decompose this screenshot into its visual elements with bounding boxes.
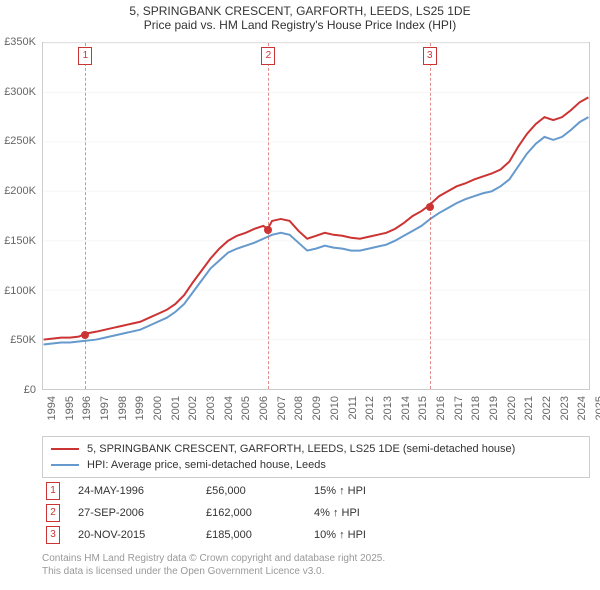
title-line2: Price paid vs. HM Land Registry's House … <box>0 18 600 32</box>
y-tick-label: £100K <box>4 285 36 297</box>
legend-label: HPI: Average price, semi-detached house,… <box>87 459 326 471</box>
series-line-hpi_leeds <box>44 117 589 344</box>
legend-swatch <box>51 448 79 450</box>
y-tick-label: £150K <box>4 235 36 247</box>
title-block: 5, SPRINGBANK CRESCENT, GARFORTH, LEEDS,… <box>0 0 600 34</box>
x-tick-label: 2021 <box>523 396 535 420</box>
chart-svg <box>43 43 589 389</box>
event-marker-label: 1 <box>78 47 92 65</box>
x-tick-label: 2008 <box>293 396 305 420</box>
transaction-row: 3 20-NOV-2015 £185,000 10% ↑ HPI <box>42 524 590 546</box>
x-tick-label: 1996 <box>81 396 93 420</box>
x-tick-label: 2012 <box>364 396 376 420</box>
x-tick-label: 2022 <box>541 396 553 420</box>
x-tick-label: 2005 <box>240 396 252 420</box>
legend-item: 5, SPRINGBANK CRESCENT, GARFORTH, LEEDS,… <box>51 441 581 457</box>
y-tick-label: £250K <box>4 135 36 147</box>
x-tick-label: 2025 <box>594 396 600 420</box>
x-tick-label: 2020 <box>506 396 518 420</box>
footer-line1: Contains HM Land Registry data © Crown c… <box>42 552 590 565</box>
y-tick-label: £300K <box>4 86 36 98</box>
legend-item: HPI: Average price, semi-detached house,… <box>51 457 581 473</box>
y-tick-label: £350K <box>4 36 36 48</box>
x-tick-label: 2000 <box>152 396 164 420</box>
footer-line2: This data is licensed under the Open Gov… <box>42 565 590 578</box>
transaction-date: 27-SEP-2006 <box>78 507 188 519</box>
x-tick-label: 2014 <box>400 396 412 420</box>
x-tick-label: 2024 <box>576 396 588 420</box>
transaction-price: £56,000 <box>206 485 296 497</box>
x-tick-label: 2015 <box>417 396 429 420</box>
y-tick-label: £200K <box>4 185 36 197</box>
y-tick-label: £0 <box>24 384 36 396</box>
transaction-relative: 4% ↑ HPI <box>314 507 590 519</box>
transaction-relative: 10% ↑ HPI <box>314 529 590 541</box>
x-tick-label: 2017 <box>453 396 465 420</box>
transaction-relative: 15% ↑ HPI <box>314 485 590 497</box>
y-tick-label: £50K <box>10 334 36 346</box>
plot-area: 1 2 3 <box>42 42 590 390</box>
transaction-price: £185,000 <box>206 529 296 541</box>
x-tick-label: 2007 <box>276 396 288 420</box>
title-line1: 5, SPRINGBANK CRESCENT, GARFORTH, LEEDS,… <box>0 4 600 18</box>
legend-box: 5, SPRINGBANK CRESCENT, GARFORTH, LEEDS,… <box>42 436 590 478</box>
legend-label: 5, SPRINGBANK CRESCENT, GARFORTH, LEEDS,… <box>87 443 515 455</box>
transaction-marker: 1 <box>46 482 60 500</box>
x-tick-label: 1997 <box>99 396 111 420</box>
sale-point-marker <box>426 203 434 211</box>
x-tick-label: 1998 <box>117 396 129 420</box>
sale-point-marker <box>264 226 272 234</box>
event-marker-label: 2 <box>261 47 275 65</box>
x-axis: 1994 1995 1996 1997 1998 1999 2000 2001 2002 2003… <box>42 392 590 432</box>
transaction-row: 2 27-SEP-2006 £162,000 4% ↑ HPI <box>42 502 590 524</box>
x-tick-label: 2023 <box>559 396 571 420</box>
transaction-date: 24-MAY-1996 <box>78 485 188 497</box>
x-tick-label: 2016 <box>435 396 447 420</box>
event-marker-line <box>430 43 431 389</box>
footer-attribution: Contains HM Land Registry data © Crown c… <box>42 552 590 578</box>
transaction-price: £162,000 <box>206 507 296 519</box>
x-tick-label: 2009 <box>311 396 323 420</box>
x-tick-label: 1994 <box>46 396 58 420</box>
y-axis: £0£50K£100K£150K£200K£250K£300K£350K <box>0 42 40 390</box>
x-tick-label: 2011 <box>347 396 359 420</box>
x-tick-label: 2010 <box>329 396 341 420</box>
x-tick-label: 1999 <box>134 396 146 420</box>
x-tick-label: 2006 <box>258 396 270 420</box>
x-tick-label: 2003 <box>205 396 217 420</box>
event-marker-line <box>268 43 269 389</box>
x-tick-label: 2013 <box>382 396 394 420</box>
legend-swatch <box>51 464 79 466</box>
x-tick-label: 2004 <box>223 396 235 420</box>
x-tick-label: 2001 <box>170 396 182 420</box>
transactions-table: 1 24-MAY-1996 £56,000 15% ↑ HPI 2 27-SEP-2006… <box>42 480 590 546</box>
transaction-marker: 3 <box>46 526 60 544</box>
transaction-marker: 2 <box>46 504 60 522</box>
x-tick-label: 2019 <box>488 396 500 420</box>
sale-point-marker <box>81 331 89 339</box>
series-line-property_price <box>44 97 589 339</box>
chart-container: 5, SPRINGBANK CRESCENT, GARFORTH, LEEDS,… <box>0 0 600 590</box>
x-tick-label: 1995 <box>64 396 76 420</box>
x-tick-label: 2018 <box>470 396 482 420</box>
transaction-date: 20-NOV-2015 <box>78 529 188 541</box>
event-marker-label: 3 <box>423 47 437 65</box>
transaction-row: 1 24-MAY-1996 £56,000 15% ↑ HPI <box>42 480 590 502</box>
x-tick-label: 2002 <box>187 396 199 420</box>
